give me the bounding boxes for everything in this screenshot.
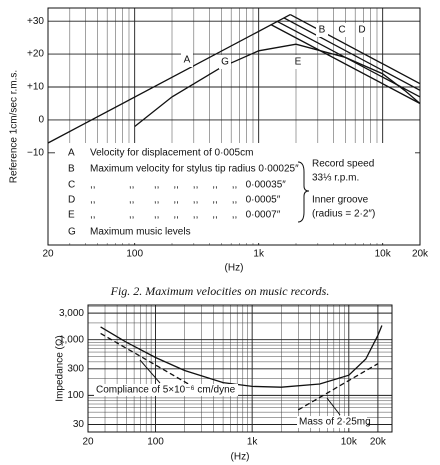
legend-text: ,, ,, ,, ,, ,, ,, ,, 0·0007″ [90, 210, 281, 221]
legend-text: ,, ,, ,, ,, ,, ,, ,, 0·0005″ [90, 195, 281, 206]
curve [100, 332, 202, 393]
legend-key: E [68, 210, 75, 221]
annotation-bg [94, 384, 238, 396]
y-tick-label: 100 [67, 390, 84, 401]
y-tick-label: 0 [38, 115, 44, 126]
x-tick-label: 10k [341, 437, 358, 448]
curve [289, 14, 421, 85]
label-bg [316, 23, 328, 37]
annotation: Compliance of 5×10⁻⁶ cm/dyne [96, 385, 236, 396]
x-tick-label: 1k [253, 249, 265, 260]
y-tick-label: 3,000 [59, 308, 84, 319]
x-tick-label: 20k [370, 437, 387, 448]
label-bg [336, 23, 348, 37]
annotation: Mass of 2·25mg [299, 417, 371, 428]
y-tick-label: 30 [73, 419, 85, 430]
y-tick-label: +10 [27, 82, 44, 93]
plot-frame [87, 304, 393, 433]
y-axis-title: Reference 1cm/sec r.m.s. [9, 70, 20, 183]
note: Inner groove [312, 195, 369, 206]
x-tick-label: 20k [412, 249, 429, 260]
series-label: D [358, 25, 365, 36]
annotation-bg [297, 416, 367, 428]
series-label: G [221, 57, 229, 68]
series-label: B [319, 25, 326, 36]
legend-key: G [68, 227, 76, 238]
note: (radius = 2·2″) [312, 209, 375, 220]
x-axis-title: (Hz) [231, 452, 250, 463]
legend-key: B [68, 164, 75, 175]
legend-text: Velocity for displacement of 0·005cm [90, 148, 253, 159]
legend-key: C [68, 180, 75, 191]
y-tick-label: +20 [27, 49, 44, 60]
x-tick-label: 20 [82, 437, 94, 448]
x-tick-label: 100 [147, 437, 164, 448]
y-tick-label: 300 [67, 363, 84, 374]
legend-key: A [68, 148, 75, 159]
curve [100, 325, 383, 388]
plot-frame [47, 7, 421, 246]
arrow [139, 359, 161, 384]
curve [47, 14, 291, 144]
arrow [326, 397, 341, 416]
legend-key: D [68, 195, 75, 206]
series-label: E [295, 57, 302, 68]
x-axis-title: (Hz) [225, 263, 244, 274]
y-axis-title: Impedance (Ω) [55, 335, 66, 401]
series-label: C [338, 25, 345, 36]
curve [270, 23, 421, 105]
y-tick-label: 1,000 [59, 334, 84, 345]
note: Record speed [312, 159, 374, 170]
x-tick-label: 1k [247, 437, 259, 448]
legend-text: ,, ,, ,, ,, ,, ,, ,, 0·00035″ [90, 180, 286, 191]
curve [297, 363, 379, 411]
x-tick-label: 20 [42, 249, 54, 260]
label-bg [219, 55, 231, 69]
curve [134, 43, 421, 128]
caption: Fig. 2. Maximum velocities on music reco… [110, 284, 330, 298]
legend-box [55, 143, 415, 243]
legend-text: Maximum velocity for stylus tip radius 0… [90, 164, 299, 175]
brace [297, 161, 310, 223]
curve [283, 17, 421, 91]
series-label: A [184, 55, 191, 66]
label-bg [292, 55, 304, 69]
note: 33⅓ r.p.m. [312, 173, 359, 184]
legend-text: Maximum music levels [90, 227, 191, 238]
x-tick-label: 100 [126, 249, 143, 260]
x-tick-label: 10k [375, 249, 392, 260]
y-tick-label: −10 [27, 147, 44, 158]
label-bg [181, 53, 193, 67]
label-bg [356, 23, 368, 37]
y-tick-label: +30 [27, 16, 44, 27]
